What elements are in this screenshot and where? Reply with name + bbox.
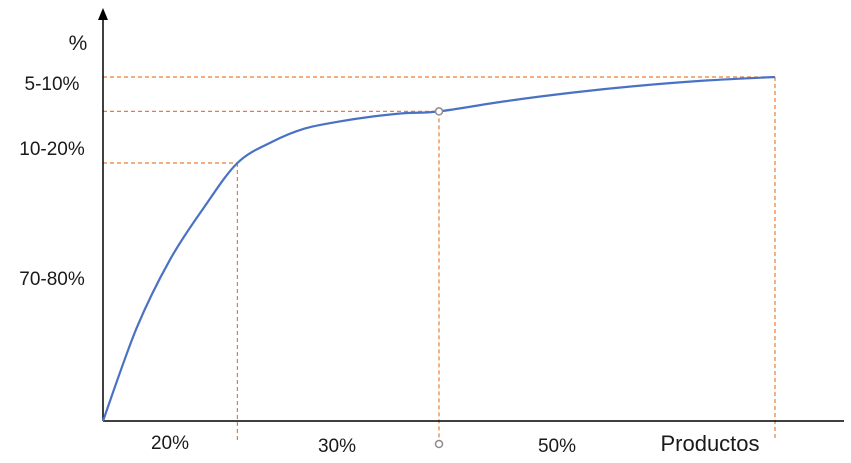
- axis-point-marker: [434, 439, 444, 449]
- point-marker: [434, 107, 444, 116]
- x-axis-label: Productos: [660, 431, 759, 456]
- point-markers: [434, 107, 444, 449]
- y-axis-label: %: [69, 32, 88, 55]
- y-segment-label: 70-80%: [19, 269, 85, 290]
- guide-lines: [103, 76, 776, 441]
- y-segment-labels: 5-10% 10-20% 70-80%: [19, 74, 85, 290]
- series-curve: [101, 75, 776, 422]
- y-segment-label: 10-20%: [19, 139, 85, 160]
- x-segment-label: 20%: [151, 433, 189, 454]
- y-axis-arrow-icon: [98, 8, 108, 20]
- y-segment-label: 5-10%: [25, 74, 80, 95]
- x-segment-label: 30%: [318, 436, 356, 457]
- x-segment-labels: 20% 30% 50%: [151, 433, 576, 457]
- x-segment-label: 50%: [538, 436, 576, 457]
